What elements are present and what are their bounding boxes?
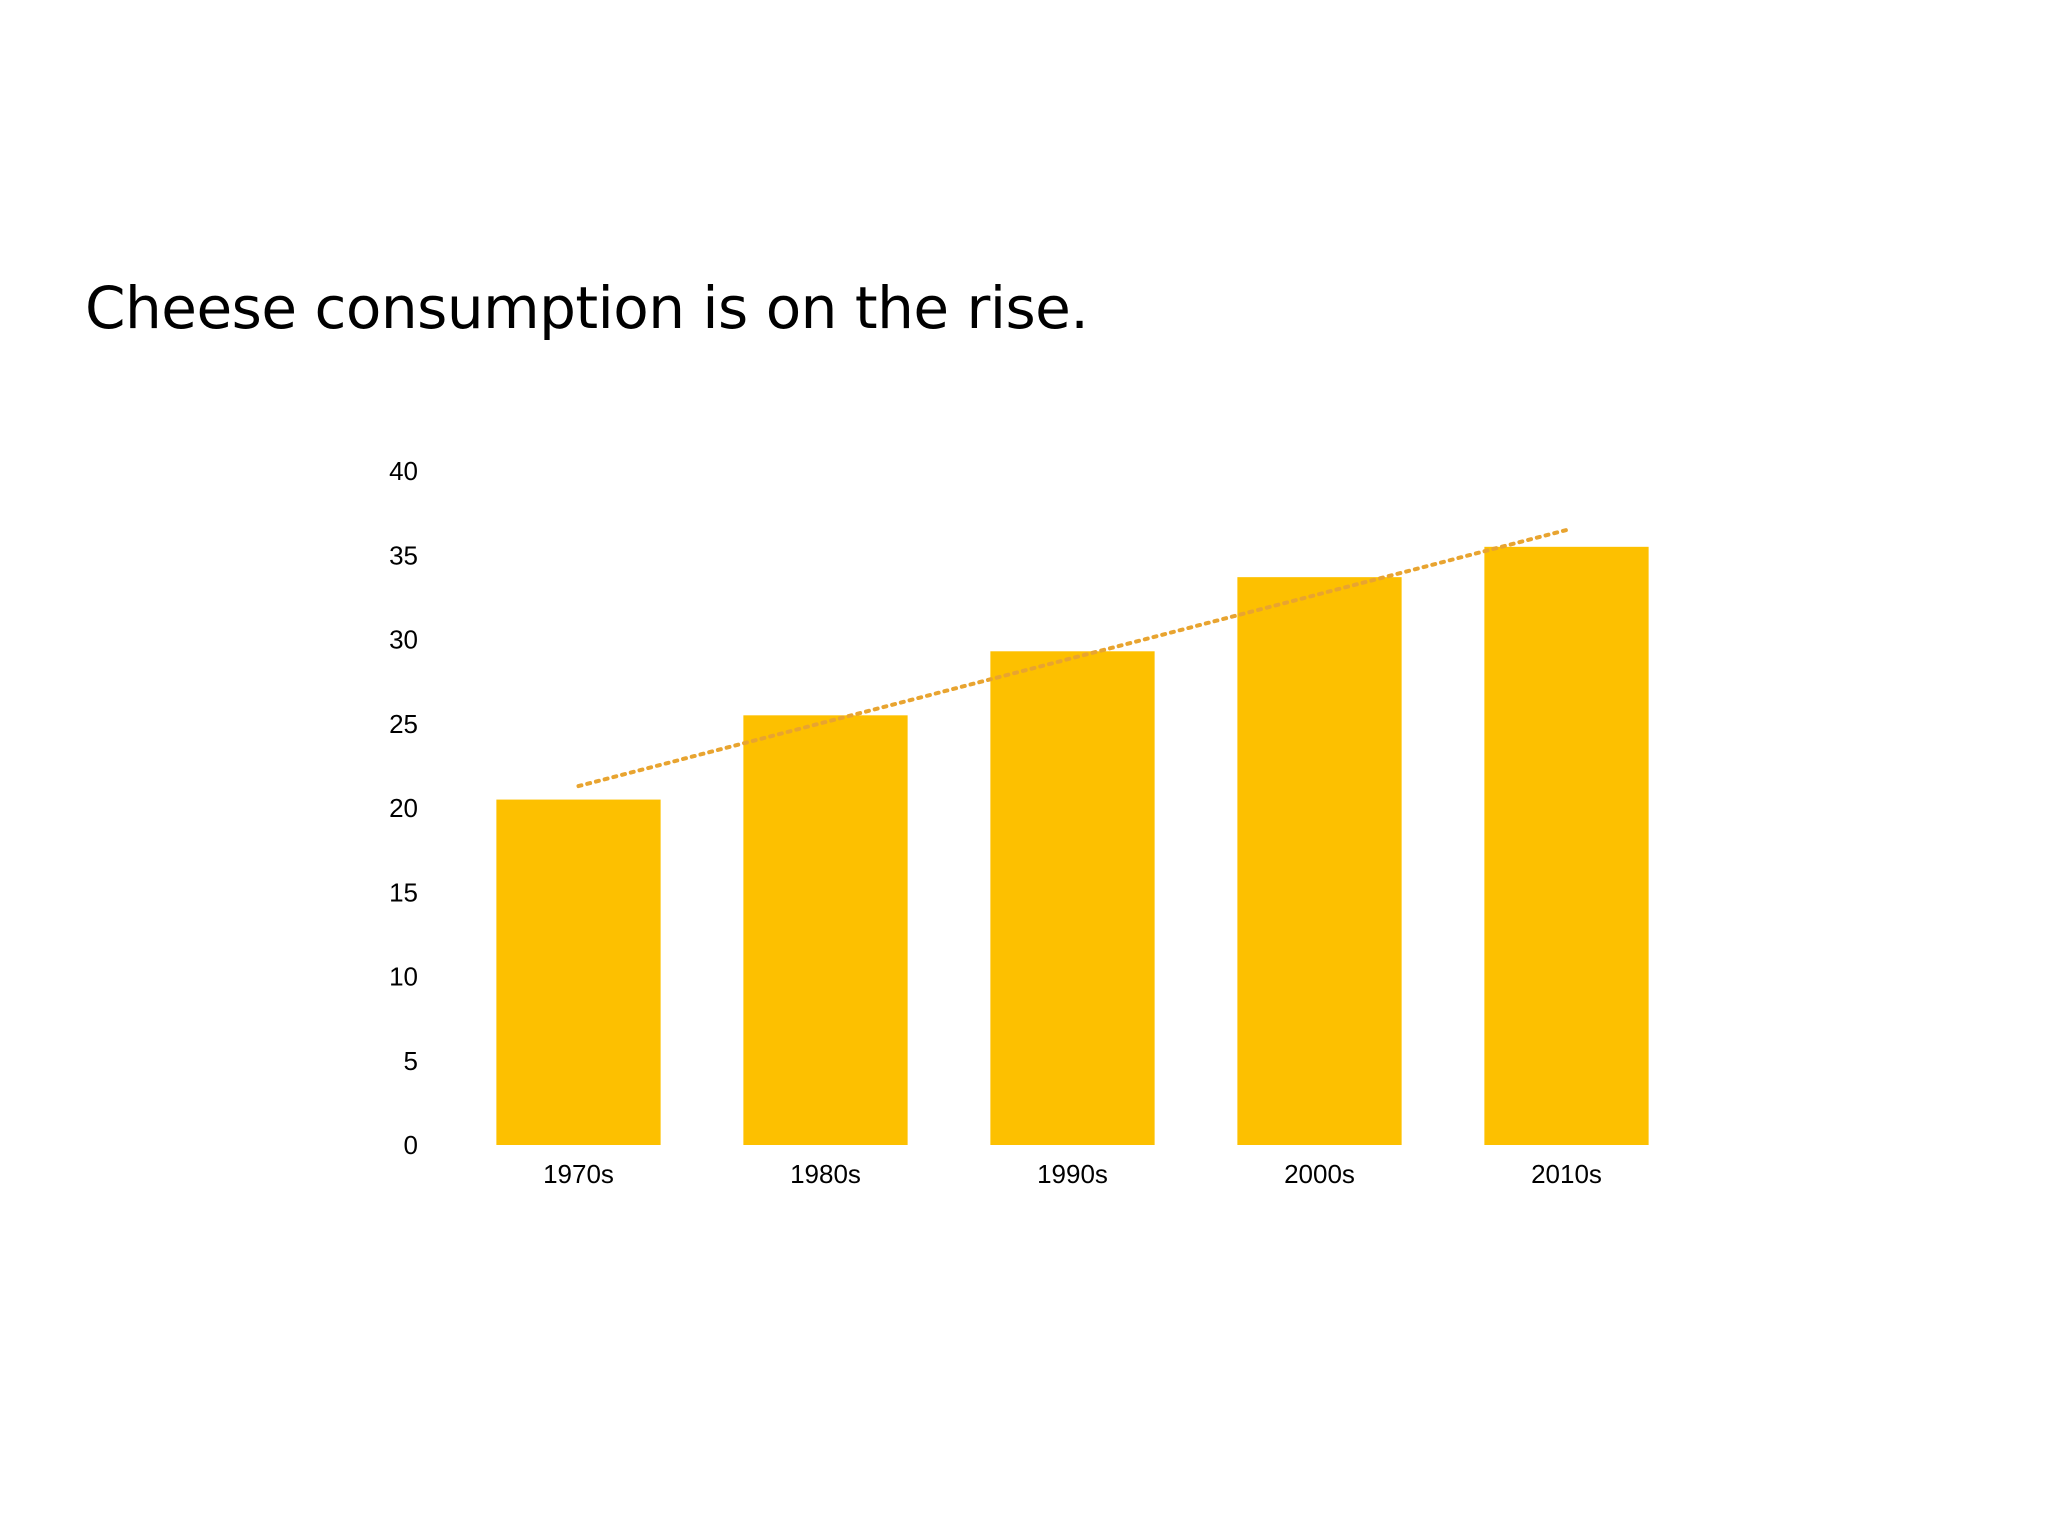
trendline [576,527,1569,789]
y-tick-label: 15 [389,877,418,907]
x-tick-label: 1990s [1037,1159,1108,1189]
x-tick-label: 1980s [790,1159,861,1189]
y-tick-label: 5 [404,1046,418,1076]
bar-1980s [743,715,908,1145]
y-tick-label: 0 [404,1130,418,1160]
bars [496,546,1649,1145]
slide-title: Cheese consumption is on the rise. [85,274,1089,342]
y-tick-label: 35 [389,540,418,570]
y-tick-label: 30 [389,625,418,655]
x-tick-label: 2000s [1284,1159,1355,1189]
x-tick-label: 1970s [543,1159,614,1189]
x-tick-label: 2010s [1531,1159,1602,1189]
y-axis-ticks: 0 5 10 15 20 25 30 35 40 [389,456,418,1160]
bar-1990s [990,651,1155,1145]
y-tick-label: 10 [389,962,418,992]
y-tick-label: 20 [389,793,418,823]
bar-2000s [1237,577,1402,1145]
y-tick-label: 25 [389,709,418,739]
trendline-group [576,527,1569,789]
y-tick-label: 40 [389,456,418,486]
x-axis-ticks: 1970s 1980s 1990s 2000s 2010s [543,1159,1602,1189]
bar-1970s [496,799,661,1145]
bar-2010s [1484,546,1649,1145]
